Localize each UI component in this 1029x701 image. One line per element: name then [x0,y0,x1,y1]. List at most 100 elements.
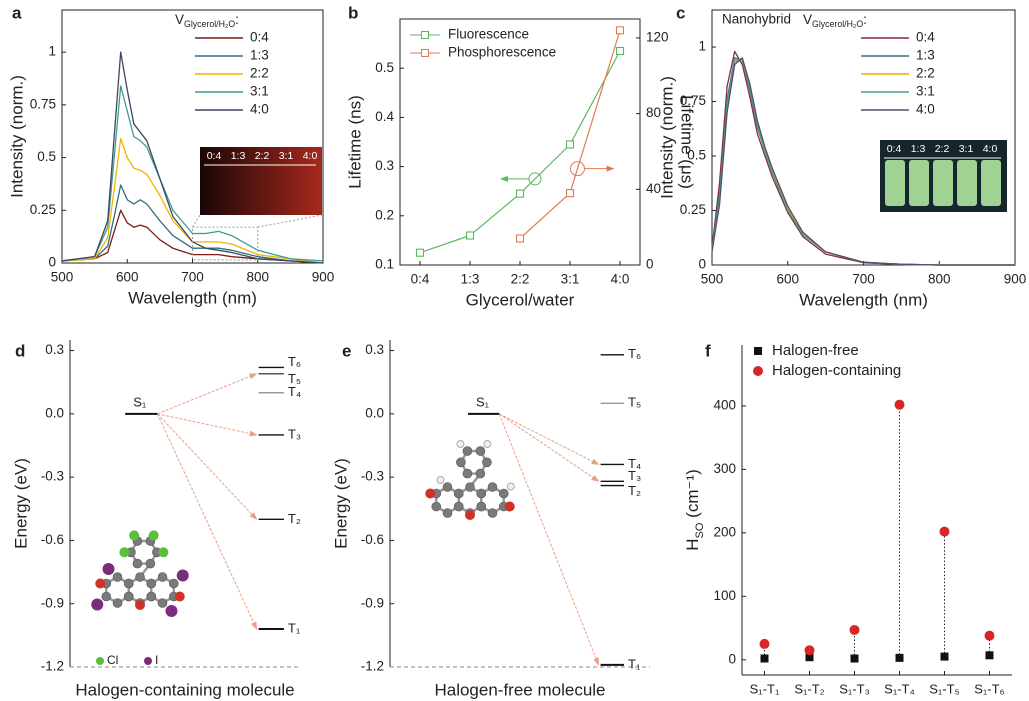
x-axis-label: Halogen-free molecule [434,680,605,699]
y-tick-label: 1 [48,44,56,59]
x-tick-label: 900 [312,270,335,285]
point-marker [515,234,525,243]
level-label: T₂ [628,483,641,498]
y-tick-label: 0.2 [375,207,394,222]
legend-label: 1:3 [250,48,269,63]
atom [123,578,134,589]
series-line [419,50,621,254]
atom [482,457,492,468]
y2-tick-label: 120 [646,29,669,44]
y-tick-label: 1 [698,39,706,54]
inset-label: 1:3 [231,150,246,162]
point-marker [415,248,425,257]
atom [462,468,473,479]
x-tick-label: 2:2 [511,272,530,287]
point [985,651,994,660]
y-axis-label: Intensity (norm.) [657,76,676,199]
plot-frame [61,9,324,264]
y-tick-label: -0.3 [41,469,64,484]
panel-label: a [12,3,22,22]
y-tick-label: 300 [713,461,736,476]
atom-chlorine [148,530,159,541]
legend-label: 2:2 [916,66,935,81]
atom-chlorine [119,547,130,558]
x-tick-label: 700 [181,270,204,285]
point [805,653,814,662]
atom [476,488,487,499]
transition-arrow [498,413,600,465]
x-tick-label: 800 [246,270,269,285]
inset-label: 4:0 [983,143,998,155]
x-tick-label: 800 [928,272,951,287]
atom-legend-dot [96,657,104,665]
vial [885,160,905,206]
atom-iodine [165,605,178,617]
legend-title-part: Glycerol/H₂O [184,19,235,29]
atom [101,591,112,602]
legend-label: 3:1 [250,84,269,99]
point [894,399,905,410]
y-tick-label: 0 [48,255,56,270]
y-tick-label: 0.25 [30,202,56,217]
transition-arrow [498,413,600,666]
transition-arrow [498,413,600,482]
legend-label: 4:0 [916,102,935,117]
point [940,652,949,661]
atom [487,482,498,492]
transition-arrow [157,373,258,415]
level-label: T₁ [628,656,641,671]
level-label: T₆ [288,354,301,369]
atom-chlorine [158,547,169,558]
x-tick-label: 0:4 [411,272,430,287]
atom [453,501,464,512]
atom [475,468,486,479]
legend-label: Fluorescence [448,27,529,42]
y-axis-label: Energy (eV) [331,458,350,549]
panel-label: b [348,3,358,22]
legend-title: VGlycerol/H₂O: [175,12,239,30]
point [759,638,770,649]
y-axis-label: Intensity (norm.) [7,75,26,198]
x-tick-label: 900 [1004,272,1027,287]
legend-label: 1:3 [916,48,935,63]
level-label: T₄ [288,384,301,399]
atom-oxygen [504,501,515,512]
atom-legend-label: Cl [107,653,118,667]
y-axis-label-part: SO [694,522,706,538]
y-tick-label: 0.5 [687,148,706,163]
vial [909,160,929,206]
y-axis-label-part: (cm⁻¹) [683,469,702,522]
panel-label: c [676,3,685,22]
legend-label: Halogen-free [772,342,859,359]
point [849,624,860,635]
legend-marker [753,366,763,376]
y-tick-label: 0.3 [365,342,384,357]
atom-hydrogen [436,476,445,484]
atom [112,598,123,608]
legend-label: 4:0 [250,102,269,117]
series-line [711,57,1015,266]
x-tick-label: 600 [776,272,799,287]
atom-oxygen [174,591,185,602]
atom [498,488,509,499]
legend-label: Halogen-containing [772,362,901,379]
legend-swatch [421,31,429,39]
level-label: T₃ [628,468,641,483]
atom [462,446,473,456]
x-axis-label: Halogen-containing molecule [75,680,294,699]
y-axis-label: Energy (eV) [11,458,30,549]
zoom-box [192,226,259,261]
atom [487,508,498,518]
atom [123,591,134,602]
atom [135,572,145,582]
x-tick-label: S₁-T₅ [929,681,960,696]
atom [453,488,464,499]
level-label: T₂ [288,511,301,526]
x-tick-label: 600 [116,270,139,285]
atom-legend-label: I [155,653,158,667]
y-tick-label: -0.6 [361,532,384,547]
level-label: T₃ [288,426,301,441]
inset-label: 4:0 [303,150,318,162]
point [939,526,950,537]
y-tick-label: -0.9 [41,595,64,610]
